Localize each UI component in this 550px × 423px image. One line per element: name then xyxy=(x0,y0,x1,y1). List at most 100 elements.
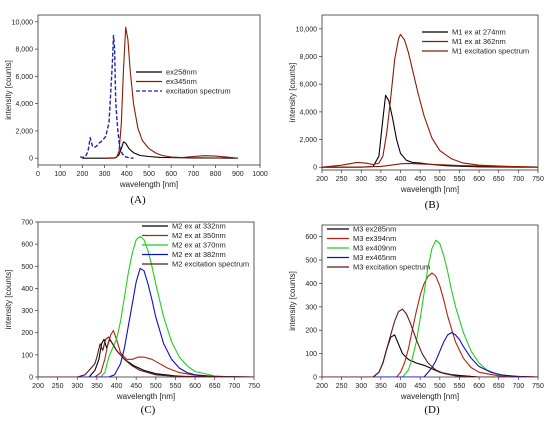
series-line-5 xyxy=(38,336,254,377)
y-tick-label: 0 xyxy=(313,165,317,172)
x-axis-label: wavelength [nm] xyxy=(116,392,175,401)
plot-frame xyxy=(321,224,539,378)
x-tick-label: 750 xyxy=(532,176,544,183)
x-tick-label: 200 xyxy=(316,176,328,183)
x-tick-label: 700 xyxy=(188,171,200,178)
x-tick-label: 550 xyxy=(454,176,466,183)
x-tick-label: 600 xyxy=(165,171,177,178)
series-line-4 xyxy=(38,267,254,377)
series-line-2 xyxy=(38,329,254,377)
series-line-3 xyxy=(79,34,134,159)
x-tick-label: 800 xyxy=(210,171,222,178)
x-tick-label: 200 xyxy=(77,171,89,178)
x-axis-label: wavelength [nm] xyxy=(400,392,459,401)
legend-label: M2 ex at 350nm xyxy=(172,231,226,240)
x-tick-label: 300 xyxy=(71,383,83,390)
x-tick-label: 600 xyxy=(473,383,485,390)
y-axis-label: intensity [counts] xyxy=(4,270,13,330)
series-line-3 xyxy=(38,235,254,377)
x-tick-label: 900 xyxy=(232,171,244,178)
x-tick-label: 500 xyxy=(434,176,446,183)
chart-panel-4: 200 250 300 350 400 450 500 550 600 650 700 750 0 100… xyxy=(288,224,544,416)
x-tick-label: 0 xyxy=(36,171,40,178)
series-line-1 xyxy=(322,94,538,168)
x-tick-label: 350 xyxy=(375,176,387,183)
x-axis-label: wavelength [nm] xyxy=(400,185,459,194)
chart-panel-3: 200 250 300 350 400 450 500 550 600 650 700 750 0 100… xyxy=(4,220,260,417)
y-tick-label: 500 xyxy=(305,258,317,265)
legend-label: M2 ex at 332nm xyxy=(172,222,226,231)
x-tick-label: 550 xyxy=(170,383,182,390)
y-tick-label: 500 xyxy=(21,264,33,271)
y-tick-label: 4,000 xyxy=(15,101,33,108)
y-tick-label: 2,000 xyxy=(299,137,317,144)
legend-label: M3 ex409nm xyxy=(353,244,396,253)
x-tick-label: 450 xyxy=(130,383,142,390)
x-tick-label: 650 xyxy=(493,383,505,390)
y-tick-label: 10,000 xyxy=(12,19,34,26)
series-line-2 xyxy=(322,33,538,168)
x-tick-label: 450 xyxy=(414,176,426,183)
legend-label: M3 ex465nm xyxy=(353,253,396,262)
legend-label: M2 ex at 370nm xyxy=(172,241,226,250)
legend-label: M3 ex394nm xyxy=(353,234,396,243)
x-tick-label: 300 xyxy=(355,176,367,183)
plot-frame xyxy=(37,221,255,378)
x-tick-label: 500 xyxy=(143,171,155,178)
panel-label: (C) xyxy=(141,404,156,416)
x-tick-label: 300 xyxy=(99,171,111,178)
y-tick-label: 400 xyxy=(305,281,317,288)
x-tick-label: 250 xyxy=(52,383,64,390)
x-tick-label: 350 xyxy=(91,383,103,390)
x-tick-label: 350 xyxy=(375,383,387,390)
y-tick-label: 700 xyxy=(21,220,33,227)
series-line-5 xyxy=(322,308,538,377)
legend-label: M1 ex at 274nm xyxy=(452,28,506,37)
plot-frame xyxy=(321,14,539,171)
series-group xyxy=(79,26,238,159)
legend-label: M1 ex at 362nm xyxy=(452,37,506,46)
y-tick-label: 2,000 xyxy=(15,128,33,135)
legend-label: M2 excitation spectrum xyxy=(172,260,249,269)
x-tick-label: 600 xyxy=(473,176,485,183)
series-group xyxy=(322,239,538,377)
legend-label: M3 excitation spectrum xyxy=(353,263,430,272)
x-tick-label: 400 xyxy=(111,383,123,390)
x-tick-label: 650 xyxy=(209,383,221,390)
y-axis-label: intensity [counts] xyxy=(288,271,297,331)
x-tick-label: 250 xyxy=(336,383,348,390)
x-tick-label: 650 xyxy=(493,176,505,183)
x-tick-label: 700 xyxy=(513,383,525,390)
series-line-4 xyxy=(322,332,538,377)
x-tick-label: 450 xyxy=(414,383,426,390)
x-tick-label: 600 xyxy=(189,383,201,390)
x-tick-label: 400 xyxy=(395,176,407,183)
x-tick-label: 100 xyxy=(54,171,66,178)
y-tick-label: 200 xyxy=(21,330,33,337)
x-tick-label: 1000 xyxy=(252,171,268,178)
y-tick-label: 600 xyxy=(305,234,317,241)
y-tick-label: 10,000 xyxy=(296,26,318,33)
y-tick-label: 600 xyxy=(21,242,33,249)
panel-label: (A) xyxy=(130,194,146,206)
x-tick-label: 750 xyxy=(248,383,260,390)
legend-label: ex258nm xyxy=(166,68,197,77)
y-tick-label: 6,000 xyxy=(15,74,33,81)
y-tick-label: 8,000 xyxy=(15,47,33,54)
panel-label: (B) xyxy=(425,199,440,211)
y-tick-label: 6,000 xyxy=(299,82,317,89)
y-tick-label: 200 xyxy=(305,328,317,335)
x-tick-label: 750 xyxy=(532,383,544,390)
y-axis-label: intensity [counts] xyxy=(4,60,13,120)
y-axis-label: intensity [counts] xyxy=(288,63,297,123)
y-tick-label: 300 xyxy=(305,304,317,311)
x-tick-label: 200 xyxy=(316,383,328,390)
x-tick-label: 250 xyxy=(336,176,348,183)
series-line-2 xyxy=(322,272,538,377)
legend-label: M2 ex at 382nm xyxy=(172,250,226,259)
y-tick-label: 300 xyxy=(21,308,33,315)
x-tick-label: 200 xyxy=(32,383,44,390)
y-tick-label: 0 xyxy=(29,156,33,163)
